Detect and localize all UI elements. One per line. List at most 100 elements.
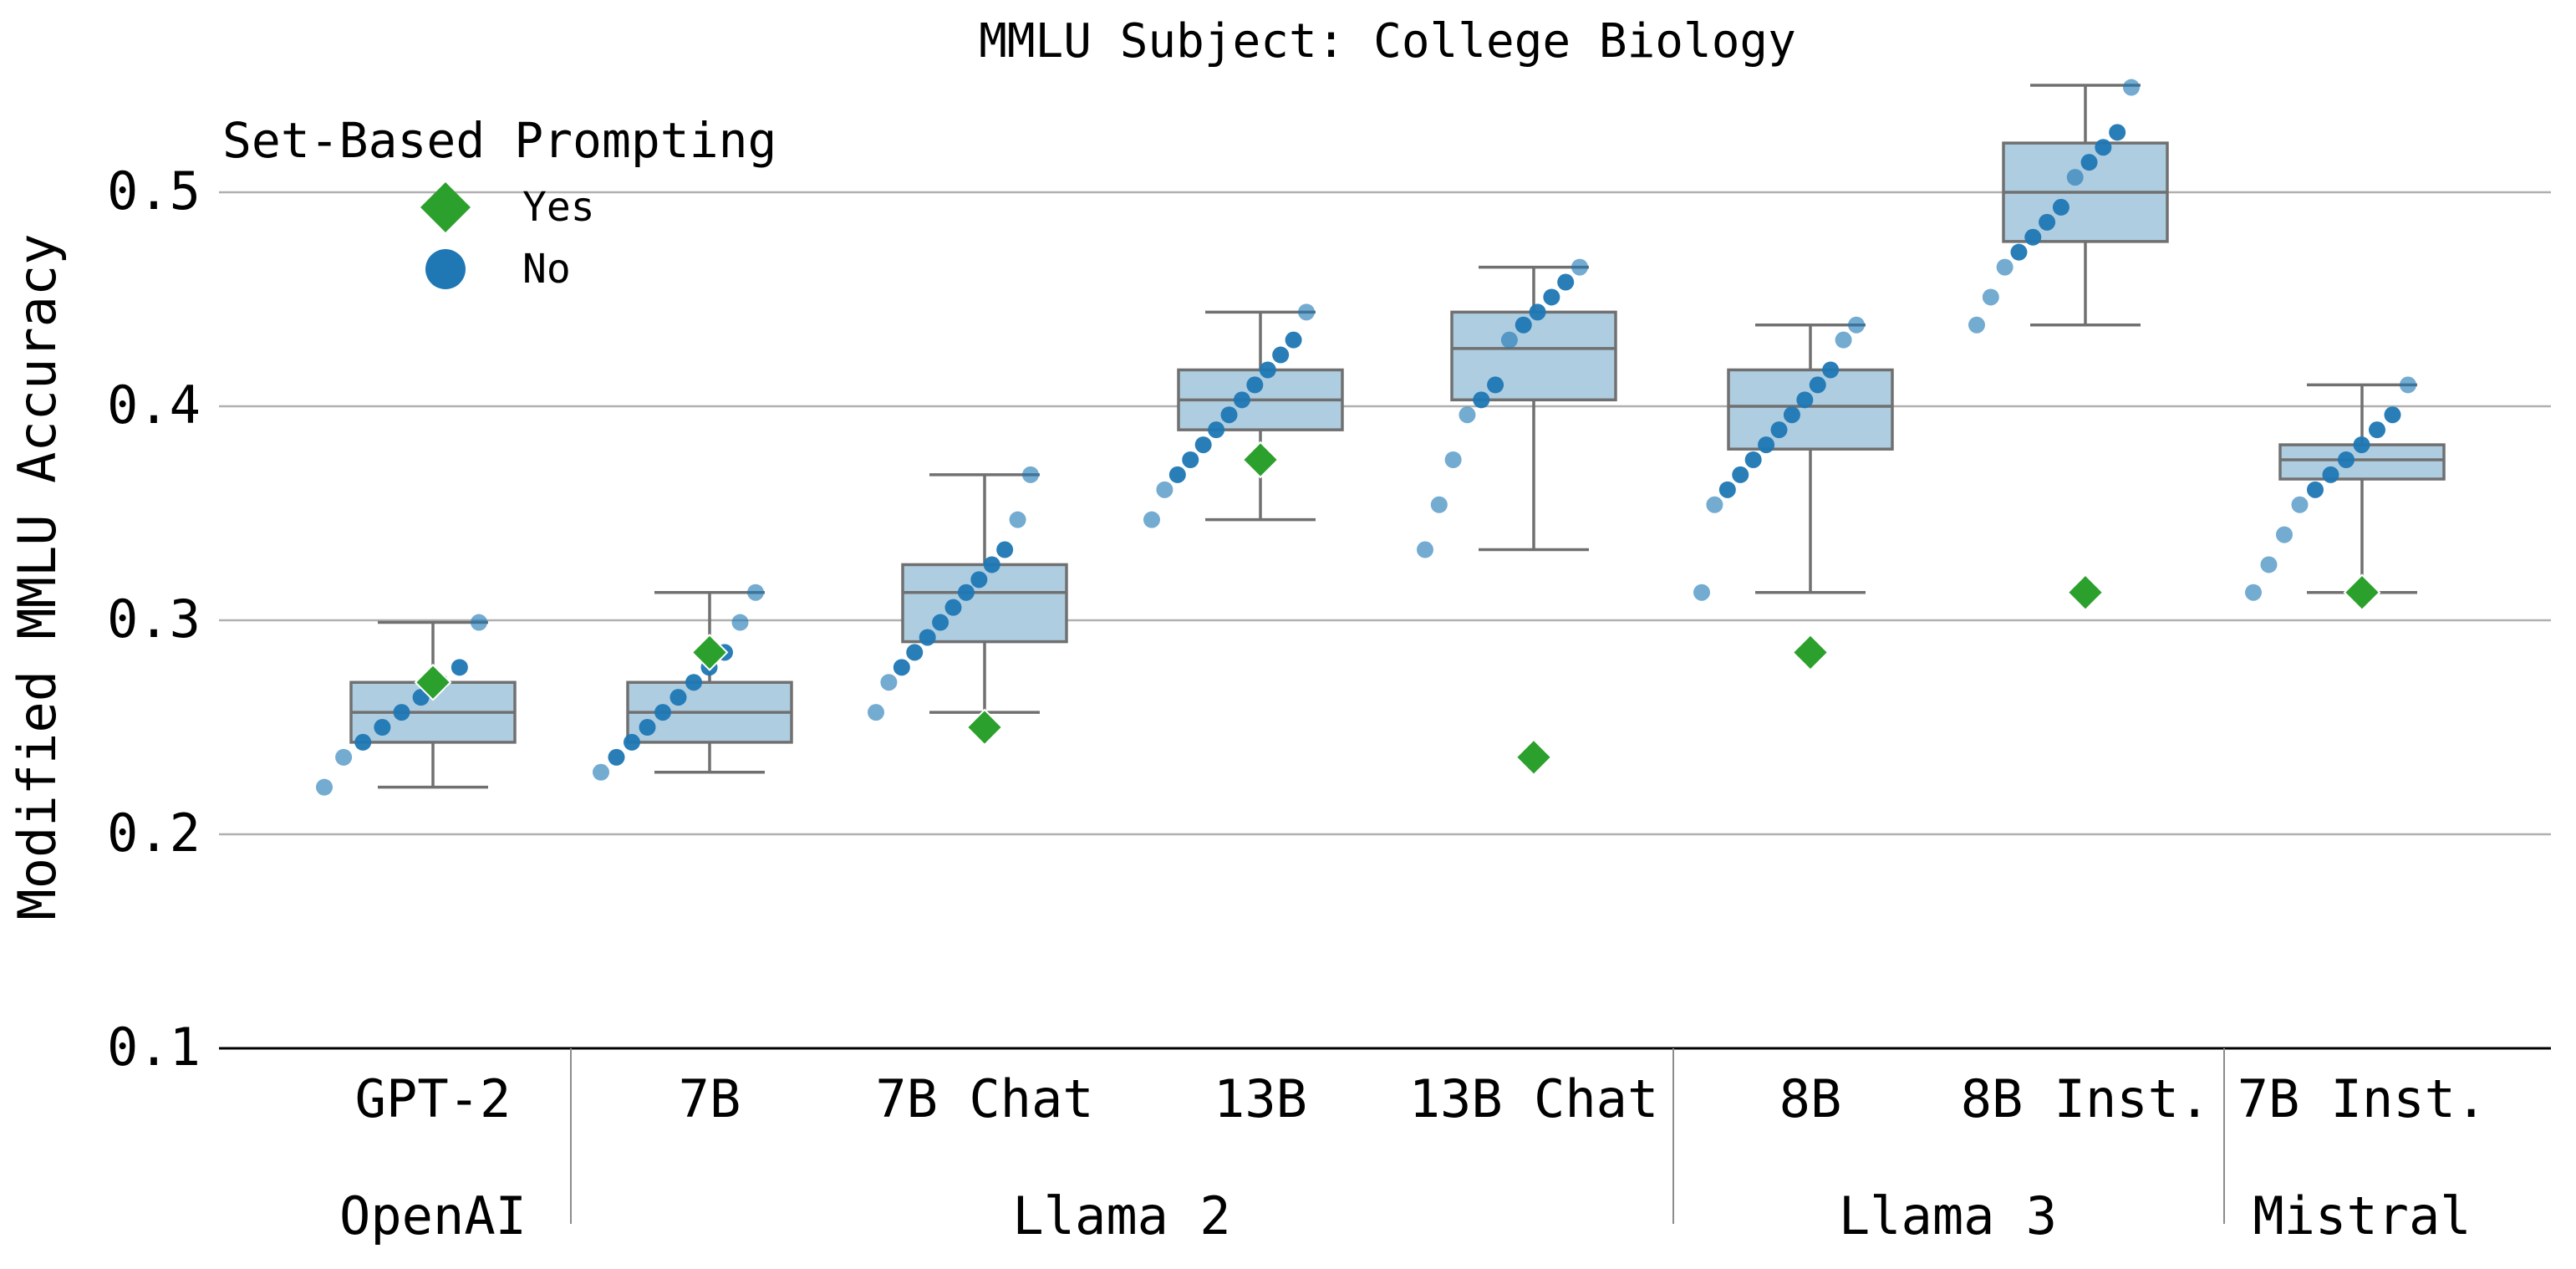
permutation-point [2276, 526, 2293, 543]
box-plot [1450, 265, 1617, 552]
permutation-point [2400, 376, 2416, 394]
permutation-point [354, 733, 372, 751]
permutation-point [669, 689, 687, 706]
permutation-point [1809, 376, 1826, 394]
permutation-point [2095, 139, 2112, 156]
y-tick-label: 0.4 [107, 375, 201, 436]
legend-label: No [522, 246, 571, 293]
group-label: Mistral [2253, 1185, 2471, 1246]
permutation-point [1473, 391, 1490, 409]
permutation-point [2024, 228, 2042, 246]
permutation-point [1233, 391, 1250, 409]
permutation-point [1285, 331, 1302, 349]
permutation-point [1529, 303, 1546, 321]
permutation-point [1430, 496, 1448, 513]
permutation-point [1822, 361, 1840, 379]
permutation-point [2260, 556, 2278, 573]
permutation-point [2353, 436, 2370, 454]
set-based-point [690, 633, 729, 671]
permutation-point [1557, 273, 1575, 291]
permutation-point [1732, 466, 1749, 483]
box-plot [2278, 383, 2446, 594]
set-based-point [1791, 633, 1830, 671]
permutation-point [868, 704, 884, 721]
permutation-point [1009, 511, 1026, 528]
permutation-point [1718, 481, 1736, 498]
permutation-point [1982, 288, 1999, 306]
group-label: Llama 2 [1012, 1185, 1230, 1246]
box-plot [1727, 323, 1894, 594]
permutation-point [1417, 541, 1433, 558]
permutation-point [1182, 451, 1199, 468]
set-based-point [965, 708, 1004, 747]
permutation-point [1487, 376, 1504, 394]
permutation-point [1848, 316, 1865, 334]
permutation-point [2123, 79, 2140, 96]
permutation-point [1706, 496, 1723, 513]
permutation-point [1194, 436, 1212, 454]
permutation-point [593, 763, 609, 781]
permutation-point [996, 541, 1014, 558]
permutation-point [2245, 584, 2262, 601]
permutation-point [1783, 406, 1800, 424]
x-tick-label: GPT-2 [355, 1068, 512, 1129]
box-iqr [1450, 310, 1617, 402]
chart-title: MMLU Subject: College Biology [979, 14, 1796, 69]
y-tick-label: 0.5 [107, 161, 201, 222]
permutation-point [893, 659, 910, 676]
x-tick-label: 13B [1214, 1068, 1307, 1129]
y-tick-label: 0.1 [107, 1017, 201, 1078]
set-based-point [414, 663, 452, 701]
permutation-point [2109, 124, 2126, 141]
permutation-point [1996, 258, 2013, 276]
permutation-point [2080, 154, 2098, 171]
legend-circle-icon [425, 249, 466, 289]
permutation-point [1143, 511, 1160, 528]
permutation-point [1459, 406, 1476, 424]
permutation-point [2052, 198, 2069, 216]
legend-diamond-icon [420, 182, 471, 232]
permutation-point [2369, 421, 2385, 439]
set-based-point [2343, 573, 2381, 612]
permutation-point [880, 674, 898, 691]
permutation-point [731, 614, 749, 631]
permutation-point [1744, 451, 1762, 468]
permutation-point [747, 584, 764, 601]
permutation-point [1156, 481, 1173, 498]
set-based-point [2066, 573, 2105, 612]
permutation-point [1571, 258, 1588, 276]
permutation-point [1693, 584, 1710, 601]
box-plot [349, 620, 517, 789]
x-tick-label: 8B [1779, 1068, 1842, 1129]
y-axis-label: Modified MMLU Accuracy [7, 233, 68, 920]
permutation-point [1444, 451, 1462, 468]
set-based-point [1241, 441, 1280, 479]
permutation-point [944, 599, 962, 616]
box-plot [901, 473, 1068, 714]
y-tick-label: 0.3 [107, 589, 201, 650]
permutation-point [624, 733, 640, 751]
permutation-point [2338, 451, 2355, 468]
permutation-point [451, 659, 468, 676]
legend-label: Yes [522, 184, 595, 231]
x-tick-label: 7B Inst. [2237, 1068, 2487, 1129]
permutation-point [1515, 316, 1532, 334]
permutation-point [1259, 361, 1276, 379]
permutation-point [919, 629, 936, 646]
x-tick-label: 7B [679, 1068, 741, 1129]
permutation-point [654, 704, 671, 721]
permutation-point [1770, 421, 1788, 439]
permutation-point [2307, 481, 2324, 498]
permutation-point [374, 719, 391, 736]
permutation-point [335, 748, 353, 766]
permutation-point [1835, 331, 1852, 349]
x-tick-label: 8B Inst. [1961, 1068, 2211, 1129]
permutation-point [1968, 316, 1985, 334]
x-tick-label: 7B Chat [875, 1068, 1093, 1129]
permutation-point [2010, 243, 2028, 261]
legend: Set-Based Prompting Yes No [222, 112, 776, 293]
permutation-point [1500, 331, 1518, 349]
y-tick-label: 0.2 [107, 803, 201, 864]
